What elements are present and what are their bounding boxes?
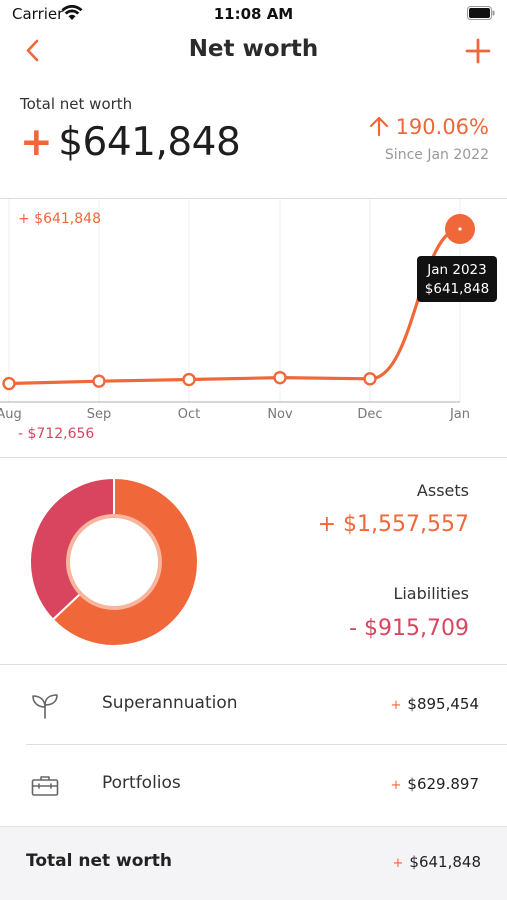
total-value: + $641,848 — [393, 853, 481, 871]
total-net-worth-bar: Total net worth + $641,848 — [0, 826, 507, 900]
x-tick-label: Oct — [178, 407, 200, 422]
chevron-left-icon[interactable] — [18, 36, 48, 66]
status-time: 11:08 AM — [213, 5, 294, 23]
row-label: Portfolios — [102, 773, 181, 793]
pie-slice-liabilities — [29, 476, 115, 622]
donut-inner-ring — [66, 514, 162, 610]
donut-chart — [29, 476, 199, 647]
divider — [0, 664, 507, 665]
row-label: Superannuation — [102, 693, 238, 713]
summary-change: 190.06% — [368, 115, 489, 139]
row-value: + $895,454 — [391, 695, 479, 713]
nav-bar: Net worth — [0, 28, 507, 76]
total-sign: + — [392, 856, 404, 871]
x-tick-label: Sep — [87, 407, 112, 422]
tooltip-value: $641,848 — [424, 281, 490, 297]
summary-sign: + — [20, 120, 53, 165]
summary-label: Total net worth — [20, 95, 133, 113]
carrier-label: Carrier — [12, 5, 64, 23]
total-label: Total net worth — [26, 851, 173, 871]
tooltip-title: Jan 2023 — [427, 262, 487, 278]
total-amount: $641,848 — [409, 853, 481, 871]
summary-value: + $641,848 — [20, 120, 241, 165]
list-item-portfolios[interactable]: Portfolios + $629.897 — [0, 745, 507, 825]
battery-icon — [467, 6, 495, 20]
data-point[interactable] — [273, 370, 287, 385]
row-amount: $629.897 — [407, 775, 479, 793]
line-chart-svg: Aug Sep Oct Nov Dec Jan — [0, 199, 475, 422]
x-tick-label: Aug — [0, 407, 22, 422]
divider — [0, 198, 507, 199]
chart-tooltip: Jan 2023 $641,848 — [417, 256, 497, 302]
pie-slice-assets — [51, 476, 199, 647]
liabilities-label: Liabilities — [393, 584, 469, 603]
page-title: Net worth — [188, 36, 319, 62]
assets-liabilities-breakdown: Assets + $1,557,557 Liabilities - $915,7… — [0, 458, 507, 664]
x-tick-label: Jan — [449, 407, 470, 422]
row-sign: + — [390, 778, 402, 793]
divider — [26, 744, 507, 745]
divider — [0, 457, 507, 458]
row-amount: $895,454 — [407, 695, 479, 713]
arrow-up-icon — [369, 116, 388, 137]
data-point[interactable] — [363, 372, 377, 386]
data-point[interactable] — [182, 372, 196, 387]
status-bar: Carrier 11:08 AM — [0, 0, 507, 28]
x-tick-label: Dec — [357, 407, 382, 422]
net-worth-line-chart[interactable]: Aug Sep Oct Nov Dec Jan + $641,848 - $712,656… — [0, 199, 507, 457]
data-point[interactable] — [2, 376, 16, 391]
x-tick-label: Nov — [267, 407, 293, 422]
row-value: + $629.897 — [391, 775, 479, 793]
row-sign: + — [390, 698, 402, 713]
data-point-center — [458, 227, 462, 231]
sprout-icon — [32, 694, 58, 719]
series-line — [7, 227, 462, 386]
briefcase-icon — [31, 776, 59, 796]
assets-value: + $1,557,557 — [317, 512, 469, 537]
liabilities-value: - $915,709 — [349, 616, 469, 641]
summary-change-value: 190.06% — [395, 115, 489, 139]
list-item-superannuation[interactable]: Superannuation + $895,454 — [0, 665, 507, 745]
net-worth-summary: Total net worth + $641,848 190.06% Since … — [0, 76, 507, 198]
plus-icon[interactable] — [463, 36, 493, 66]
summary-amount: $641,848 — [58, 120, 241, 165]
data-point[interactable] — [92, 374, 106, 388]
chart-min-label: - $712,656 — [18, 426, 95, 442]
wifi-icon — [61, 5, 83, 20]
chart-max-label: + $641,848 — [18, 211, 101, 227]
summary-since: Since Jan 2022 — [384, 147, 489, 163]
assets-label: Assets — [416, 481, 469, 500]
